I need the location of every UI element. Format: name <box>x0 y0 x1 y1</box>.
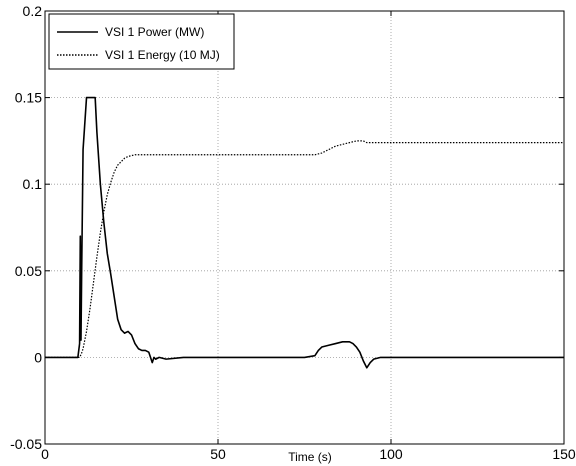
grid <box>45 11 564 444</box>
legend-box <box>48 13 235 70</box>
y-tick-label: 0.05 <box>15 263 42 279</box>
legend-label-power: VSI 1 Power (MW) <box>105 25 204 39</box>
y-tick-label: -0.05 <box>10 436 42 452</box>
plot-lines <box>45 96 564 369</box>
ticks <box>44 10 565 445</box>
plot-frame <box>44 10 565 445</box>
y-tick-label: 0.1 <box>23 176 43 192</box>
x-tick-label: 50 <box>210 446 226 462</box>
y-tick-label: 0 <box>34 349 42 365</box>
x-axis-label: Time (s) <box>288 450 332 464</box>
x-tick-label: 0 <box>41 446 49 462</box>
y-tick-label: 0.2 <box>23 3 43 19</box>
legend: VSI 1 Power (MW) VSI 1 Energy (10 MJ) <box>48 13 235 70</box>
x-tick-label: 150 <box>552 446 576 462</box>
series-line-power <box>45 96 564 369</box>
series-line-energy <box>45 140 564 358</box>
legend-label-energy: VSI 1 Energy (10 MJ) <box>105 48 220 62</box>
x-tick-label: 100 <box>379 446 403 462</box>
y-tick-label: 0.15 <box>15 90 42 106</box>
